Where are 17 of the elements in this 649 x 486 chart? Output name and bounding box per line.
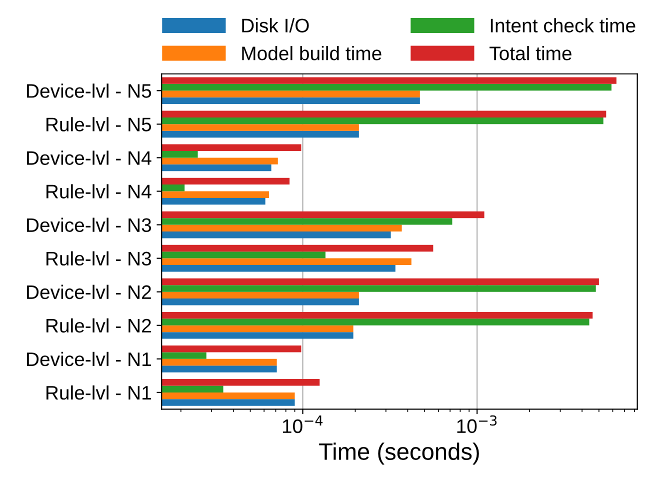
y-tick-label: Device-lvl - N5 [27, 84, 152, 98]
legend-label: Disk I/O [242, 18, 309, 32]
y-tick-label: Device-lvl - N3 [27, 218, 152, 232]
y-tick-label: Rule-lvl - N2 [46, 318, 151, 333]
y-tick-label: Device-lvl - N1 [27, 352, 151, 366]
legend-label: Intent check time [490, 18, 636, 32]
y-tick-label: Rule-lvl - N5 [46, 117, 152, 132]
legend-label: Model build time [242, 46, 382, 60]
x-axis-title: Time (seconds) [319, 442, 479, 465]
legend-label: Total time [490, 46, 572, 60]
x-tick-label: 10$^{−3}$ [457, 415, 497, 434]
y-tick-label: Rule-lvl - N4 [46, 184, 152, 198]
x-tick-label: 10$^{−4}$ [282, 416, 323, 434]
y-tick-label: Device-lvl - N2 [27, 284, 151, 300]
y-tick-label: Rule-lvl - N1 [46, 385, 151, 400]
y-tick-label: Rule-lvl - N3 [46, 251, 152, 266]
y-tick-label: Device-lvl - N4 [27, 150, 152, 165]
